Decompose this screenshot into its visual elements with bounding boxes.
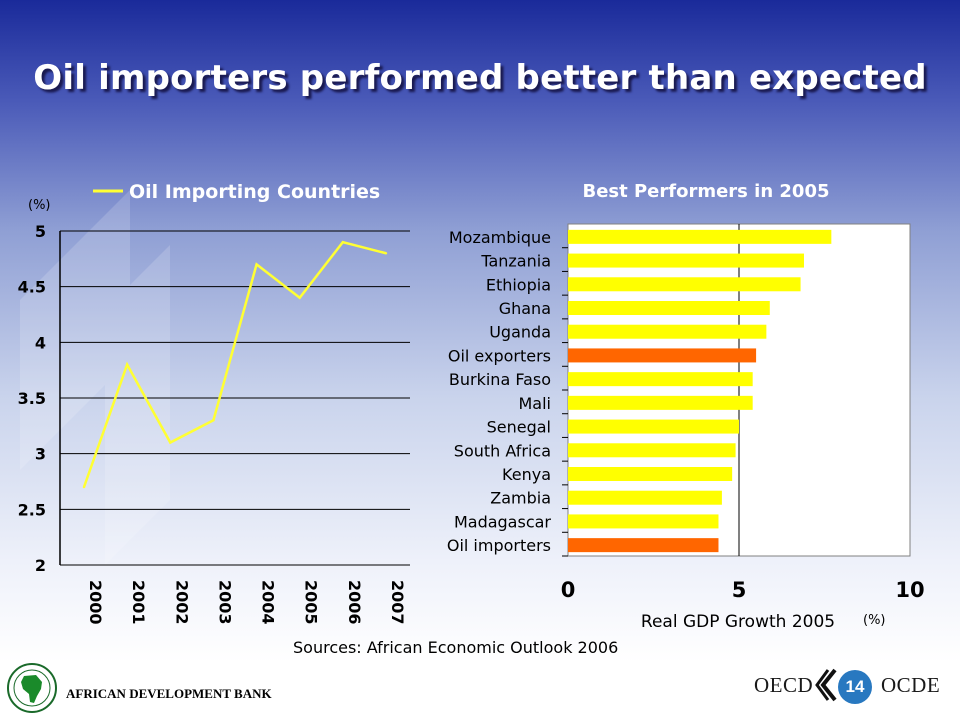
category-label: Mali bbox=[519, 394, 552, 413]
bar-chart-x-ticks: 0 5 10 bbox=[561, 578, 925, 602]
data-point bbox=[298, 296, 301, 299]
footer-oecd-text: OECD bbox=[754, 673, 814, 697]
afdb-logo-icon bbox=[7, 663, 57, 713]
data-point bbox=[384, 252, 388, 255]
y-tick-label: 4 bbox=[35, 333, 46, 352]
category-label: Senegal bbox=[487, 418, 551, 437]
bar-madagascar bbox=[568, 514, 719, 529]
x-tick-label: 5 bbox=[732, 578, 747, 602]
line-chart-x-ticks: 2000 2001 2002 2003 2004 2005 2006 2007 bbox=[86, 580, 407, 625]
watermark-decoration bbox=[20, 190, 170, 565]
data-point bbox=[125, 363, 129, 366]
category-label: Kenya bbox=[502, 465, 551, 484]
series-line-oil-importing bbox=[82, 240, 387, 488]
line-chart-points bbox=[82, 240, 388, 489]
bar-mozambique bbox=[568, 229, 832, 244]
watermark-shape-right bbox=[105, 245, 170, 565]
bar-oil-importers bbox=[568, 538, 719, 553]
y-tick-label: 5 bbox=[35, 222, 46, 241]
category-label: Madagascar bbox=[454, 512, 551, 531]
category-label: South Africa bbox=[454, 441, 551, 460]
x-tick-label: 2003 bbox=[215, 580, 234, 625]
x-tick-label: 2006 bbox=[345, 580, 364, 625]
bar-zambia bbox=[568, 490, 722, 505]
category-label: Ghana bbox=[499, 299, 551, 318]
bar-chart-title: Best Performers in 2005 bbox=[582, 181, 829, 202]
footer-afdb-name: AFRICAN DEVELOPMENT BANK bbox=[66, 686, 272, 701]
bar-ethiopia bbox=[568, 277, 801, 292]
y-tick-label: 2 bbox=[35, 556, 46, 575]
bar-tanzania bbox=[568, 253, 804, 268]
x-tick-label: 2005 bbox=[302, 580, 321, 625]
bar-chart-x-axis-label: Real GDP Growth 2005 bbox=[641, 612, 835, 632]
slide-title: Oil importers performed better than expe… bbox=[33, 58, 927, 98]
bar-kenya bbox=[568, 467, 733, 481]
footer-ocde-text: OCDE bbox=[881, 673, 941, 697]
x-tick-label: 2007 bbox=[388, 580, 407, 625]
category-label: Mozambique bbox=[449, 228, 551, 247]
x-tick-label: 10 bbox=[895, 578, 924, 602]
x-tick-label: 2002 bbox=[172, 580, 191, 625]
data-point bbox=[212, 419, 215, 422]
bar-chart-bars bbox=[568, 229, 832, 553]
category-label: Oil exporters bbox=[448, 346, 551, 365]
x-tick-label: 2000 bbox=[86, 580, 105, 625]
category-label: Uganda bbox=[489, 323, 551, 342]
x-tick-label: 0 bbox=[561, 578, 576, 602]
bar-ghana bbox=[568, 301, 770, 315]
bar-oil-exporters bbox=[568, 348, 757, 363]
category-label: Zambia bbox=[490, 489, 551, 508]
data-point bbox=[341, 240, 345, 244]
data-point bbox=[82, 485, 86, 489]
y-tick-label: 3.5 bbox=[18, 389, 46, 408]
line-chart-unit-label: (%) bbox=[28, 198, 51, 213]
category-label: Tanzania bbox=[480, 252, 551, 271]
x-tick-label: 2001 bbox=[129, 580, 148, 625]
data-point bbox=[169, 441, 172, 444]
bar-chart: Best Performers in 2005 Mozambique Tanzan… bbox=[447, 181, 925, 632]
bar-senegal bbox=[568, 419, 739, 434]
y-tick-label: 4.5 bbox=[18, 278, 46, 297]
legend-label-oil-importing: Oil Importing Countries bbox=[129, 181, 380, 203]
bar-south-africa bbox=[568, 443, 736, 458]
source-note: Sources: African Economic Outlook 2006 bbox=[293, 638, 619, 657]
bar-chart-category-labels: Mozambique Tanzania Ethiopia Ghana Uganda Oil… bbox=[447, 228, 552, 555]
category-label: Burkina Faso bbox=[449, 370, 551, 389]
bar-uganda bbox=[568, 324, 767, 339]
bar-burkina-faso bbox=[568, 372, 753, 387]
line-chart: (%) Oil Importing Countries 2 2.5 3 3.5 4 4.5… bbox=[18, 181, 410, 625]
y-tick-label: 2.5 bbox=[18, 500, 46, 519]
x-tick-label: 2004 bbox=[259, 580, 278, 625]
oecd-chevron-icon bbox=[815, 668, 837, 702]
data-point bbox=[255, 263, 258, 266]
watermark-shape-left bbox=[20, 190, 130, 470]
page-number-badge: 14 bbox=[838, 670, 872, 704]
bar-chart-unit-label: (%) bbox=[863, 613, 886, 628]
category-label: Oil importers bbox=[447, 536, 551, 555]
category-label: Ethiopia bbox=[486, 275, 551, 294]
line-chart-y-ticks: 2 2.5 3 3.5 4 4.5 5 bbox=[18, 222, 46, 575]
bar-mali bbox=[568, 395, 753, 410]
y-tick-label: 3 bbox=[35, 445, 46, 464]
